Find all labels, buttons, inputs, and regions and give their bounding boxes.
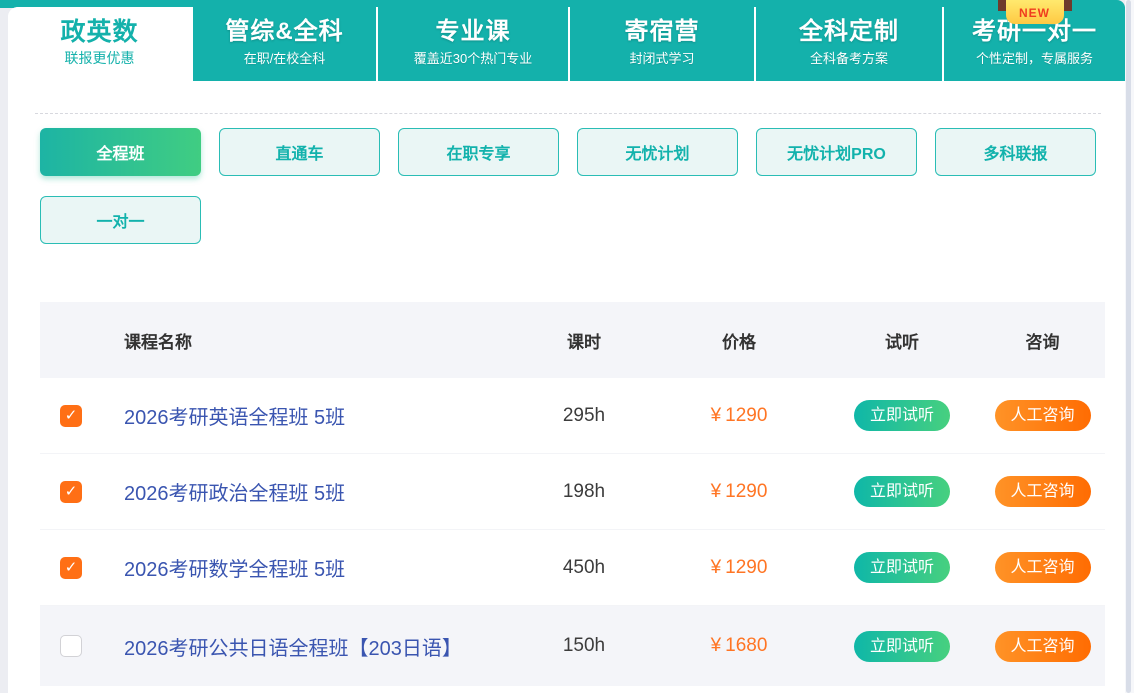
currency-symbol: ¥ [710, 556, 722, 578]
trial-button[interactable]: 立即试听 [854, 630, 950, 662]
tab-jisuying[interactable]: 寄宿营 封闭式学习 [568, 7, 754, 81]
tab-subtitle: 封闭式学习 [629, 51, 695, 66]
new-ribbon-badge: NEW [996, 0, 1074, 24]
main-card: 政英数 联报更优惠 管综&全科 在职/在校全科 专业课 覆盖近30个热门专业 寄… [8, 0, 1125, 693]
tab-guanzong-quanke[interactable]: 管综&全科 在职/在校全科 [191, 7, 376, 81]
price-value: 1290 [725, 480, 768, 502]
consult-button[interactable]: 人工咨询 [994, 552, 1091, 583]
tab-title: 寄宿营 [624, 18, 700, 45]
course-hours: 198h [562, 480, 606, 502]
header-consult: 咨询 [1025, 332, 1060, 352]
tab-subtitle: 个性定制，专属服务 [975, 51, 1093, 66]
checkmark-icon: ✓ [64, 483, 78, 500]
tab-zheng-ying-shu[interactable]: 政英数 联报更优惠 [8, 7, 191, 81]
course-price: ¥1290 [654, 405, 824, 427]
table-row: ✓ 2026考研政治全程班 5班 198h ¥1290 立即试听 人工咨询 [40, 454, 1105, 530]
trial-button[interactable]: 立即试听 [854, 400, 950, 431]
course-name-link[interactable]: 2026考研公共日语全程班【203日语】 [124, 637, 462, 660]
course-hours: 450h [562, 556, 606, 578]
filter-wuyou-jihua[interactable]: 无忧计划 [577, 128, 738, 176]
currency-symbol: ¥ [710, 404, 722, 426]
currency-symbol: ¥ [710, 480, 722, 502]
checkmark-icon: ✓ [64, 407, 78, 424]
ribbon-tail-icon [997, 0, 1012, 11]
tab-quanke-dingzhi[interactable]: 全科定制 全科备考方案 [754, 7, 942, 81]
ribbon-tail-icon [1057, 0, 1072, 11]
tab-zhuanyeke[interactable]: 专业课 覆盖近30个热门专业 [376, 7, 568, 81]
new-badge-label: NEW [1005, 0, 1064, 24]
tab-title: 全科定制 [799, 18, 899, 45]
price-value: 1290 [725, 404, 768, 426]
filter-wuyou-jihua-pro[interactable]: 无忧计划PRO [756, 128, 917, 176]
course-name-link[interactable]: 2026考研政治全程班 5班 [124, 483, 346, 505]
row-checkbox[interactable]: ✓ [60, 404, 82, 427]
header-course-name: 课程名称 [124, 332, 192, 352]
filter-zaizhi-zhuanxiang[interactable]: 在职专享 [398, 128, 559, 176]
price-value: 1680 [725, 635, 768, 656]
trial-button[interactable]: 立即试听 [854, 552, 950, 583]
filter-duoke-lianbao[interactable]: 多科联报 [935, 128, 1096, 176]
tab-title: 管综&全科 [225, 18, 344, 45]
header-hours: 课时 [567, 332, 601, 352]
tab-subtitle: 全科备考方案 [809, 51, 888, 66]
table-header-row: 课程名称 课时 价格 试听 咨询 [40, 302, 1105, 378]
course-price: ¥1290 [654, 557, 824, 579]
course-name-link[interactable]: 2026考研数学全程班 5班 [124, 559, 346, 581]
filter-yiduiyi[interactable]: 一对一 [40, 196, 201, 244]
table-row: ✓ 2026考研公共日语全程班【203日语】 150h ¥1680 立即试听 人… [40, 606, 1105, 686]
tab-kaoyan-yiduiyi[interactable]: NEW 考研一对一 个性定制，专属服务 [942, 0, 1125, 81]
tab-bar: 政英数 联报更优惠 管综&全科 在职/在校全科 专业课 覆盖近30个热门专业 寄… [8, 0, 1125, 81]
course-price: ¥1290 [654, 481, 824, 503]
course-hours: 295h [562, 404, 606, 426]
dashed-divider [35, 113, 1101, 114]
checkmark-icon: ✓ [64, 559, 78, 576]
tab-title: 专业课 [435, 18, 511, 45]
scrollbar[interactable] [1126, 0, 1131, 693]
course-price: ¥1680 [654, 635, 824, 657]
tab-title: 政英数 [60, 18, 139, 46]
currency-symbol: ¥ [710, 635, 722, 656]
row-checkbox[interactable]: ✓ [60, 635, 82, 657]
header-price: 价格 [722, 332, 756, 352]
top-teal-strip [0, 0, 1125, 8]
price-value: 1290 [725, 556, 768, 578]
filter-zhitongche[interactable]: 直通车 [219, 128, 380, 176]
header-trial: 试听 [885, 332, 919, 352]
row-checkbox[interactable]: ✓ [60, 556, 82, 579]
course-table: 课程名称 课时 价格 试听 咨询 ✓ 2026考研英语全程班 5班 295h ¥… [40, 302, 1105, 686]
filter-quanchengban[interactable]: 全程班 [40, 128, 201, 176]
filter-row-1: 全程班 直通车 在职专享 无忧计划 无忧计划PRO 多科联报 [40, 128, 1114, 176]
course-name-link[interactable]: 2026考研英语全程班 5班 [124, 407, 346, 429]
tab-subtitle: 联报更优惠 [64, 50, 135, 66]
consult-button[interactable]: 人工咨询 [994, 630, 1091, 662]
consult-button[interactable]: 人工咨询 [994, 400, 1091, 431]
consult-button[interactable]: 人工咨询 [994, 476, 1091, 507]
row-checkbox[interactable]: ✓ [60, 480, 82, 503]
tab-subtitle: 覆盖近30个热门专业 [413, 51, 533, 66]
filter-row-2: 一对一 [40, 196, 219, 244]
course-hours: 150h [562, 635, 606, 656]
table-row: ✓ 2026考研英语全程班 5班 295h ¥1290 立即试听 人工咨询 [40, 378, 1105, 454]
tab-subtitle: 在职/在校全科 [243, 51, 326, 66]
table-row: ✓ 2026考研数学全程班 5班 450h ¥1290 立即试听 人工咨询 [40, 530, 1105, 606]
trial-button[interactable]: 立即试听 [854, 476, 950, 507]
